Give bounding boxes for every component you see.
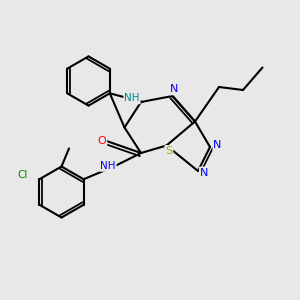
Text: Cl: Cl [18, 170, 28, 180]
Text: O: O [98, 136, 106, 146]
Text: NH: NH [124, 93, 140, 103]
Text: NH: NH [100, 161, 116, 171]
Text: N: N [170, 84, 178, 94]
Text: N: N [200, 167, 208, 178]
Text: S: S [165, 146, 172, 156]
Text: N: N [213, 140, 222, 151]
